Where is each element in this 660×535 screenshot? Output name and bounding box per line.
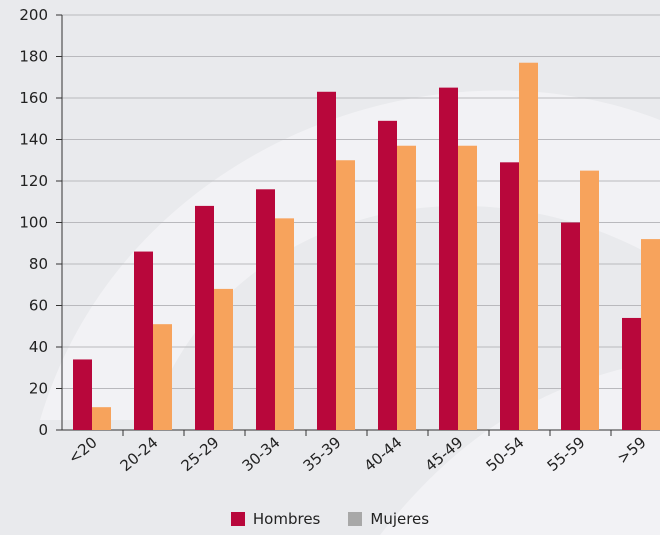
legend-label-mujeres: Mujeres [370, 510, 430, 528]
y-tick-label: 100 [19, 214, 48, 232]
bar-mujeres-10 [641, 239, 660, 430]
legend: Hombres Mujeres [0, 510, 660, 528]
y-tick-label: 0 [38, 421, 48, 439]
bar-mujeres-2 [153, 324, 172, 430]
bar-hombres-5 [317, 91, 336, 431]
bar-mujeres-1 [92, 407, 111, 430]
y-tick-label: 160 [19, 89, 48, 107]
bar-mujeres-9 [580, 170, 599, 430]
y-tick-label: 140 [19, 131, 48, 149]
y-tick-label: 40 [29, 338, 48, 356]
bar-hombres-7 [439, 87, 458, 430]
bar-hombres-3 [195, 205, 214, 430]
y-tick-label: 20 [29, 380, 48, 398]
bar-mujeres-3 [214, 288, 233, 430]
y-tick-label: 60 [29, 297, 48, 315]
legend-swatch-mujeres [348, 512, 363, 526]
y-tick-label: 180 [19, 48, 48, 66]
y-tick-label: 120 [19, 172, 48, 190]
bar-hombres-10 [622, 317, 641, 430]
bar-hombres-9 [561, 222, 580, 430]
legend-item-hombres: Hombres [230, 510, 321, 528]
y-tick-label: 80 [29, 255, 48, 273]
bar-mujeres-7 [458, 145, 477, 430]
y-tick-label: 200 [19, 6, 48, 24]
bar-hombres-6 [378, 120, 397, 430]
bar-mujeres-5 [336, 160, 355, 430]
bar-hombres-8 [500, 162, 519, 430]
legend-item-mujeres: Mujeres [348, 510, 429, 528]
legend-swatch-hombres [230, 512, 245, 526]
bar-hombres-2 [134, 251, 153, 430]
bar-mujeres-6 [397, 145, 416, 430]
legend-label-hombres: Hombres [252, 510, 321, 528]
bar-mujeres-8 [519, 62, 538, 430]
bar-hombres-4 [256, 189, 275, 430]
bar-mujeres-4 [275, 218, 294, 430]
bar-hombres-1 [73, 359, 92, 430]
